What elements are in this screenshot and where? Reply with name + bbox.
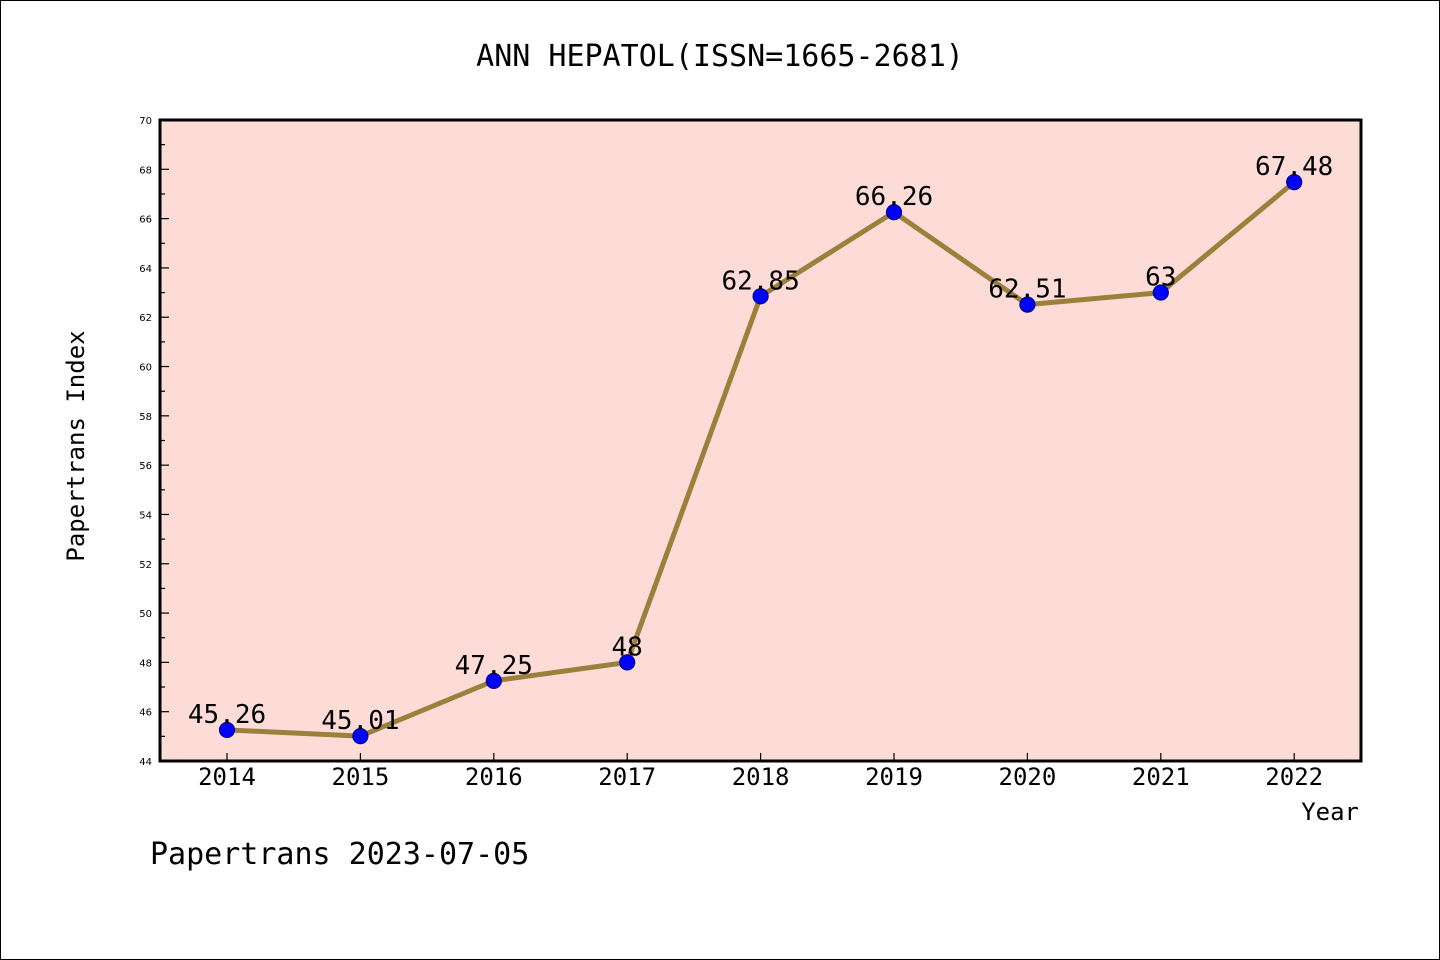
data-label: 62.85 <box>721 266 799 296</box>
y-tick-label: 54 <box>139 510 152 521</box>
data-point <box>352 727 369 745</box>
footer-watermark: Papertrans 2023-07-05 <box>150 837 529 872</box>
y-tick-label: 44 <box>139 757 152 768</box>
series-layer <box>218 174 1303 745</box>
data-labels: 45.26 45.01 47.25 48 62.85 66.26 62.51 63 67.48 <box>188 152 1333 736</box>
data-point <box>1019 296 1036 313</box>
data-point <box>1152 284 1169 301</box>
x-axis: 2014 2015 2016 2017 2018 2019 2020 2021 2022 <box>198 753 1323 791</box>
y-axis-title: Papertrans Index <box>62 330 90 561</box>
y-tick-label: 52 <box>139 560 152 571</box>
y-tick-label: 58 <box>139 412 152 423</box>
x-tick-label: 2018 <box>732 763 790 791</box>
data-label: 63 <box>1145 263 1176 293</box>
x-tick-label: 2022 <box>1265 763 1323 791</box>
data-point <box>752 288 769 305</box>
data-label: 45.26 <box>188 700 266 730</box>
y-tick-label: 62 <box>139 313 152 324</box>
y-tick-label: 64 <box>139 264 152 275</box>
y-tick-label: 56 <box>139 461 152 472</box>
data-point <box>218 721 236 739</box>
y-tick-label: 50 <box>139 609 152 620</box>
x-tick-label: 2014 <box>198 763 256 791</box>
x-tick-label: 2019 <box>865 763 923 791</box>
x-tick-label: 2017 <box>598 763 656 791</box>
data-point <box>1286 174 1303 191</box>
data-label: 48 <box>612 632 643 662</box>
y-tick-label: 46 <box>139 708 152 719</box>
y-axis: 44 46 48 50 52 54 56 58 60 62 64 66 68 70 <box>139 116 169 768</box>
x-tick-label: 2015 <box>332 763 390 791</box>
data-point <box>619 654 636 671</box>
y-tick-label: 68 <box>139 165 152 176</box>
data-point <box>885 204 903 221</box>
data-point <box>485 672 502 689</box>
chart-title: ANN HEPATOL(ISSN=1665-2681) <box>476 39 964 74</box>
data-label: 66.26 <box>855 182 933 212</box>
y-tick-label: 60 <box>139 363 152 374</box>
data-label: 47.25 <box>455 651 533 681</box>
x-axis-title: Year <box>1301 798 1359 826</box>
plot-area <box>158 118 1363 763</box>
y-tick-label: 48 <box>139 658 152 669</box>
x-tick-label: 2021 <box>1132 763 1190 791</box>
y-tick-label: 70 <box>139 116 152 127</box>
data-label: 67.48 <box>1255 152 1333 182</box>
data-label: 45.01 <box>321 706 399 736</box>
x-tick-label: 2020 <box>999 763 1057 791</box>
x-tick-label: 2016 <box>465 763 523 791</box>
y-tick-label: 66 <box>139 215 152 226</box>
data-label: 62.51 <box>988 275 1066 305</box>
